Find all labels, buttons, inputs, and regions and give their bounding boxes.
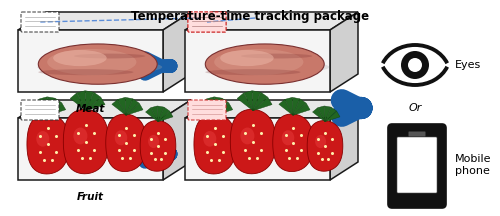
Ellipse shape: [214, 49, 304, 75]
Polygon shape: [307, 121, 343, 171]
Ellipse shape: [408, 58, 422, 72]
Text: Or: Or: [408, 103, 422, 113]
Ellipse shape: [115, 130, 127, 145]
FancyBboxPatch shape: [188, 12, 226, 32]
Polygon shape: [140, 121, 176, 171]
Polygon shape: [253, 92, 268, 111]
Ellipse shape: [74, 128, 88, 144]
Polygon shape: [18, 100, 191, 118]
Ellipse shape: [36, 131, 50, 147]
Polygon shape: [163, 100, 191, 180]
Polygon shape: [48, 103, 66, 115]
Text: Fruit: Fruit: [76, 192, 104, 202]
Polygon shape: [126, 99, 139, 115]
Polygon shape: [293, 103, 310, 115]
FancyBboxPatch shape: [188, 12, 226, 32]
Polygon shape: [194, 114, 236, 174]
Polygon shape: [292, 97, 300, 115]
Polygon shape: [18, 118, 163, 180]
Ellipse shape: [53, 50, 106, 66]
Polygon shape: [230, 109, 276, 174]
Polygon shape: [64, 109, 108, 174]
Polygon shape: [34, 99, 48, 115]
Ellipse shape: [74, 54, 146, 59]
Polygon shape: [40, 97, 48, 115]
Polygon shape: [126, 97, 132, 115]
Text: Mobile
phone: Mobile phone: [455, 154, 492, 176]
Polygon shape: [325, 107, 336, 122]
Polygon shape: [86, 97, 105, 111]
Ellipse shape: [38, 44, 157, 84]
Polygon shape: [293, 99, 306, 115]
Polygon shape: [279, 100, 293, 115]
Polygon shape: [163, 12, 191, 92]
Text: Eyes: Eyes: [455, 60, 481, 70]
Ellipse shape: [204, 131, 216, 147]
FancyBboxPatch shape: [408, 132, 426, 137]
Ellipse shape: [380, 43, 450, 87]
Ellipse shape: [38, 69, 134, 75]
FancyBboxPatch shape: [388, 124, 446, 208]
Polygon shape: [146, 108, 158, 122]
Polygon shape: [27, 114, 69, 174]
Ellipse shape: [47, 49, 136, 75]
Polygon shape: [185, 100, 358, 118]
Polygon shape: [112, 100, 126, 115]
Ellipse shape: [206, 69, 300, 75]
Polygon shape: [185, 118, 330, 180]
Ellipse shape: [38, 60, 162, 74]
Polygon shape: [324, 106, 331, 122]
Polygon shape: [86, 92, 101, 111]
Ellipse shape: [220, 50, 274, 66]
Ellipse shape: [148, 135, 159, 148]
Polygon shape: [215, 98, 228, 115]
Polygon shape: [325, 111, 340, 122]
Polygon shape: [48, 98, 62, 115]
Text: Temperature-time tracking package: Temperature-time tracking package: [131, 10, 369, 23]
Polygon shape: [158, 106, 164, 122]
FancyBboxPatch shape: [397, 137, 437, 193]
FancyBboxPatch shape: [21, 100, 59, 120]
Polygon shape: [330, 100, 358, 180]
Ellipse shape: [240, 128, 254, 144]
Text: Meat: Meat: [76, 104, 104, 114]
Polygon shape: [273, 114, 313, 172]
Polygon shape: [18, 12, 191, 30]
Polygon shape: [185, 12, 358, 30]
Polygon shape: [185, 30, 330, 92]
Polygon shape: [214, 97, 222, 115]
Polygon shape: [48, 97, 55, 115]
Polygon shape: [215, 103, 232, 115]
Ellipse shape: [206, 44, 324, 84]
Polygon shape: [151, 106, 158, 122]
Polygon shape: [312, 108, 325, 122]
Polygon shape: [158, 107, 170, 122]
Polygon shape: [106, 114, 146, 172]
FancyBboxPatch shape: [21, 12, 59, 32]
Polygon shape: [158, 111, 173, 122]
Polygon shape: [126, 103, 143, 115]
Polygon shape: [244, 91, 253, 111]
Polygon shape: [253, 97, 272, 111]
Ellipse shape: [401, 51, 429, 79]
Polygon shape: [70, 93, 86, 111]
Polygon shape: [77, 91, 86, 111]
Polygon shape: [318, 106, 325, 122]
Polygon shape: [330, 12, 358, 92]
Polygon shape: [237, 93, 253, 111]
Polygon shape: [285, 97, 293, 115]
Polygon shape: [18, 30, 163, 92]
FancyBboxPatch shape: [188, 100, 226, 120]
Ellipse shape: [241, 54, 312, 59]
Polygon shape: [118, 97, 126, 115]
Polygon shape: [206, 97, 215, 115]
Ellipse shape: [282, 130, 294, 145]
Polygon shape: [86, 91, 94, 111]
Polygon shape: [252, 91, 260, 111]
Polygon shape: [200, 99, 215, 115]
Ellipse shape: [204, 60, 329, 74]
Ellipse shape: [315, 135, 326, 148]
